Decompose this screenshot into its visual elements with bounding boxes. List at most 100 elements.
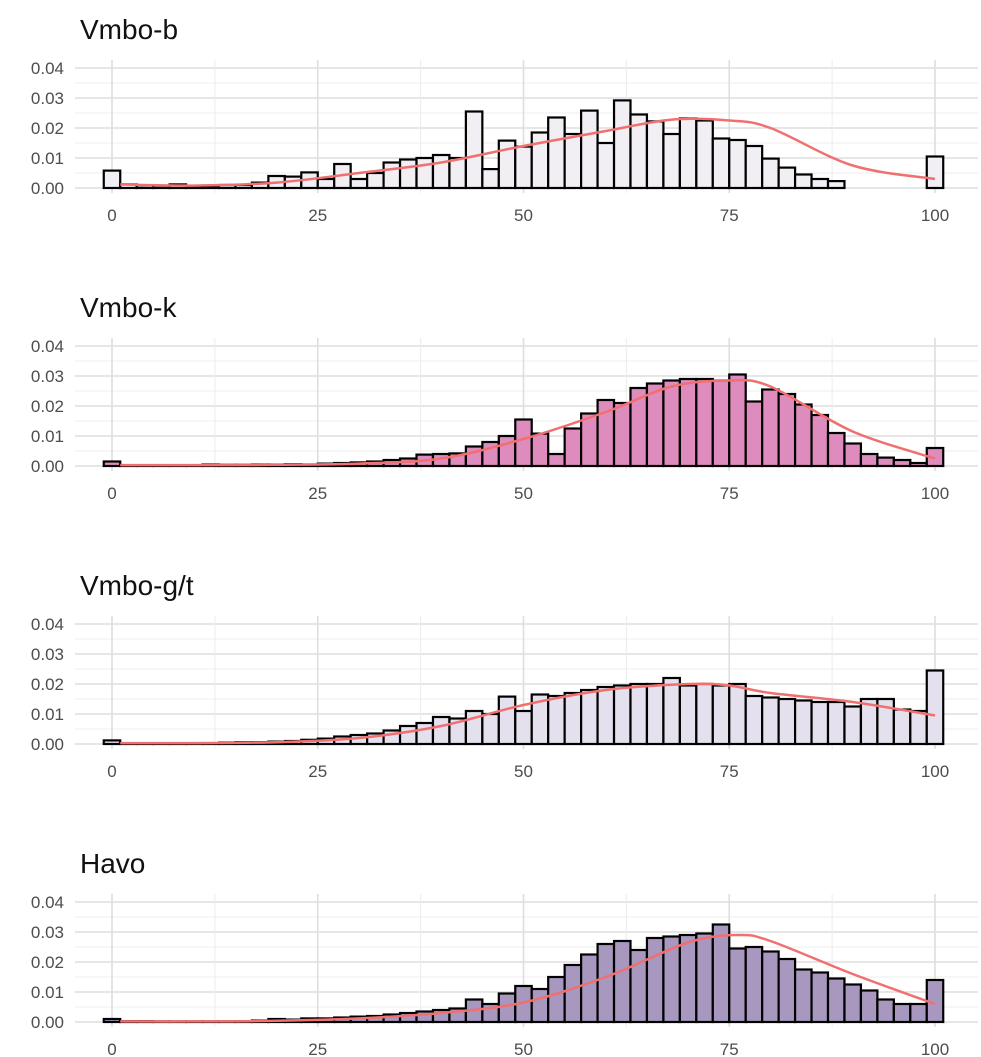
y-tick-label: 0.04: [31, 893, 64, 912]
x-tick-label: 75: [720, 1040, 739, 1057]
histogram-bar: [102, 460, 122, 468]
panel-title: Havo: [80, 848, 146, 879]
histogram-bar: [711, 137, 731, 190]
histogram-bar: [678, 684, 698, 746]
histogram-bar: [695, 119, 714, 190]
histogram-bar: [826, 180, 846, 190]
histogram-bar: [497, 992, 517, 1024]
histogram-bar: [366, 171, 385, 190]
histogram-bar: [678, 377, 698, 468]
histogram-bar: [580, 412, 599, 468]
histogram-bar: [744, 144, 764, 190]
histogram-bar: [431, 715, 451, 746]
bars: [102, 669, 945, 746]
histogram-bar: [596, 942, 616, 1024]
histogram-bar: [497, 695, 517, 746]
x-tick-label: 100: [921, 484, 949, 503]
histogram-bar: [744, 694, 764, 746]
histogram-bar: [909, 709, 928, 746]
density-curve: [120, 933, 936, 1023]
histogram-bar: [761, 388, 780, 468]
histogram-panel: Vmbo-b 0.00 0.01 0.02 0.03 0.04 0 25 50 75 100: [0, 0, 981, 225]
histogram-bar: [547, 694, 566, 746]
histogram-bar: [876, 456, 895, 468]
histogram-bar: [563, 691, 583, 746]
histogram-bar: [843, 983, 863, 1024]
y-tick-label: 0.02: [31, 397, 64, 416]
histogram-bar: [678, 933, 698, 1024]
histogram-svg: 0.00 0.01 0.02 0.03 0.04 0 25 50 75 100: [31, 59, 978, 225]
histogram-bar: [563, 963, 583, 1024]
x-tick-label: 0: [107, 206, 116, 225]
histogram-bar: [892, 458, 912, 468]
x-tick-label: 0: [107, 1040, 116, 1057]
histogram-bar: [728, 373, 747, 468]
histogram-bar: [547, 116, 566, 190]
x-tick-label: 100: [921, 1040, 949, 1057]
histogram-bar: [711, 923, 731, 1024]
histogram-svg: 0.00 0.01 0.02 0.03 0.04 0 25 50 75 100: [31, 337, 978, 503]
histogram-bar: [415, 156, 435, 190]
histogram-bar: [415, 721, 435, 746]
histogram-bar: [612, 99, 632, 190]
y-tick-label: 0.02: [31, 675, 64, 694]
x-tick-label: 50: [514, 1040, 533, 1057]
y-tick-label: 0.00: [31, 735, 64, 754]
histogram-bar: [448, 156, 467, 190]
histogram-bar: [826, 977, 846, 1024]
histogram-bar: [481, 712, 500, 746]
histogram-bar: [514, 145, 533, 190]
histogram-bar: [843, 442, 863, 468]
histogram-bar: [316, 177, 336, 190]
histogram-bar: [826, 700, 846, 746]
histogram-bar: [695, 682, 714, 746]
histogram-bar: [102, 169, 122, 190]
y-tick-label: 0.04: [31, 615, 64, 634]
y-tick-label: 0.04: [31, 59, 64, 78]
histogram-bar: [547, 975, 566, 1024]
histogram-panel: Havo 0.00 0.01 0.02 0.03 0.04 0 25 50 75 100: [0, 834, 981, 1057]
histogram-bar: [728, 682, 747, 746]
histogram-bar: [514, 709, 533, 746]
histogram-bar: [678, 117, 698, 190]
y-tick-label: 0.00: [31, 179, 64, 198]
y-tick-label: 0.03: [31, 923, 64, 942]
histogram-bar: [497, 434, 517, 468]
y-tick-label: 0.01: [31, 427, 64, 446]
histogram-bar: [382, 161, 402, 190]
histogram-bar: [580, 953, 599, 1024]
y-tick-label: 0.02: [31, 119, 64, 138]
histogram-bar: [645, 120, 665, 190]
histogram-bar: [744, 400, 764, 468]
histogram-bar: [662, 132, 681, 190]
histogram-bar: [695, 377, 714, 468]
histogram-bar: [580, 688, 599, 746]
histogram-bar: [826, 431, 846, 468]
histogram-bar: [810, 700, 830, 746]
histogram-bar: [777, 166, 797, 190]
histogram-bar: [612, 401, 632, 468]
histogram-bar: [728, 947, 747, 1024]
histogram-bar: [810, 971, 830, 1024]
histogram-bar: [761, 696, 780, 746]
histogram-bar: [547, 452, 566, 468]
histogram-bar: [645, 382, 665, 468]
y-tick-label: 0.01: [31, 705, 64, 724]
histogram-bar: [793, 699, 813, 746]
histogram-bar: [793, 968, 813, 1024]
histogram-bar: [431, 153, 451, 190]
histogram-bar: [645, 682, 665, 746]
histogram-panel: Vmbo-g/t 0.00 0.01 0.02 0.03 0.04 0 25 50 75 100: [0, 556, 981, 781]
histogram-bar: [777, 392, 797, 468]
x-tick-label: 50: [514, 484, 533, 503]
histogram-bar: [530, 432, 550, 468]
histogram-bar: [629, 682, 649, 746]
histogram-svg: 0.00 0.01 0.02 0.03 0.04 0 25 50 75 100: [31, 893, 978, 1057]
density-curve: [120, 117, 936, 187]
y-tick-label: 0.02: [31, 953, 64, 972]
bars: [102, 99, 945, 190]
x-tick-label: 100: [921, 206, 949, 225]
histogram-bar: [514, 418, 533, 468]
x-tick-label: 25: [308, 484, 327, 503]
x-tick-label: 0: [107, 762, 116, 781]
